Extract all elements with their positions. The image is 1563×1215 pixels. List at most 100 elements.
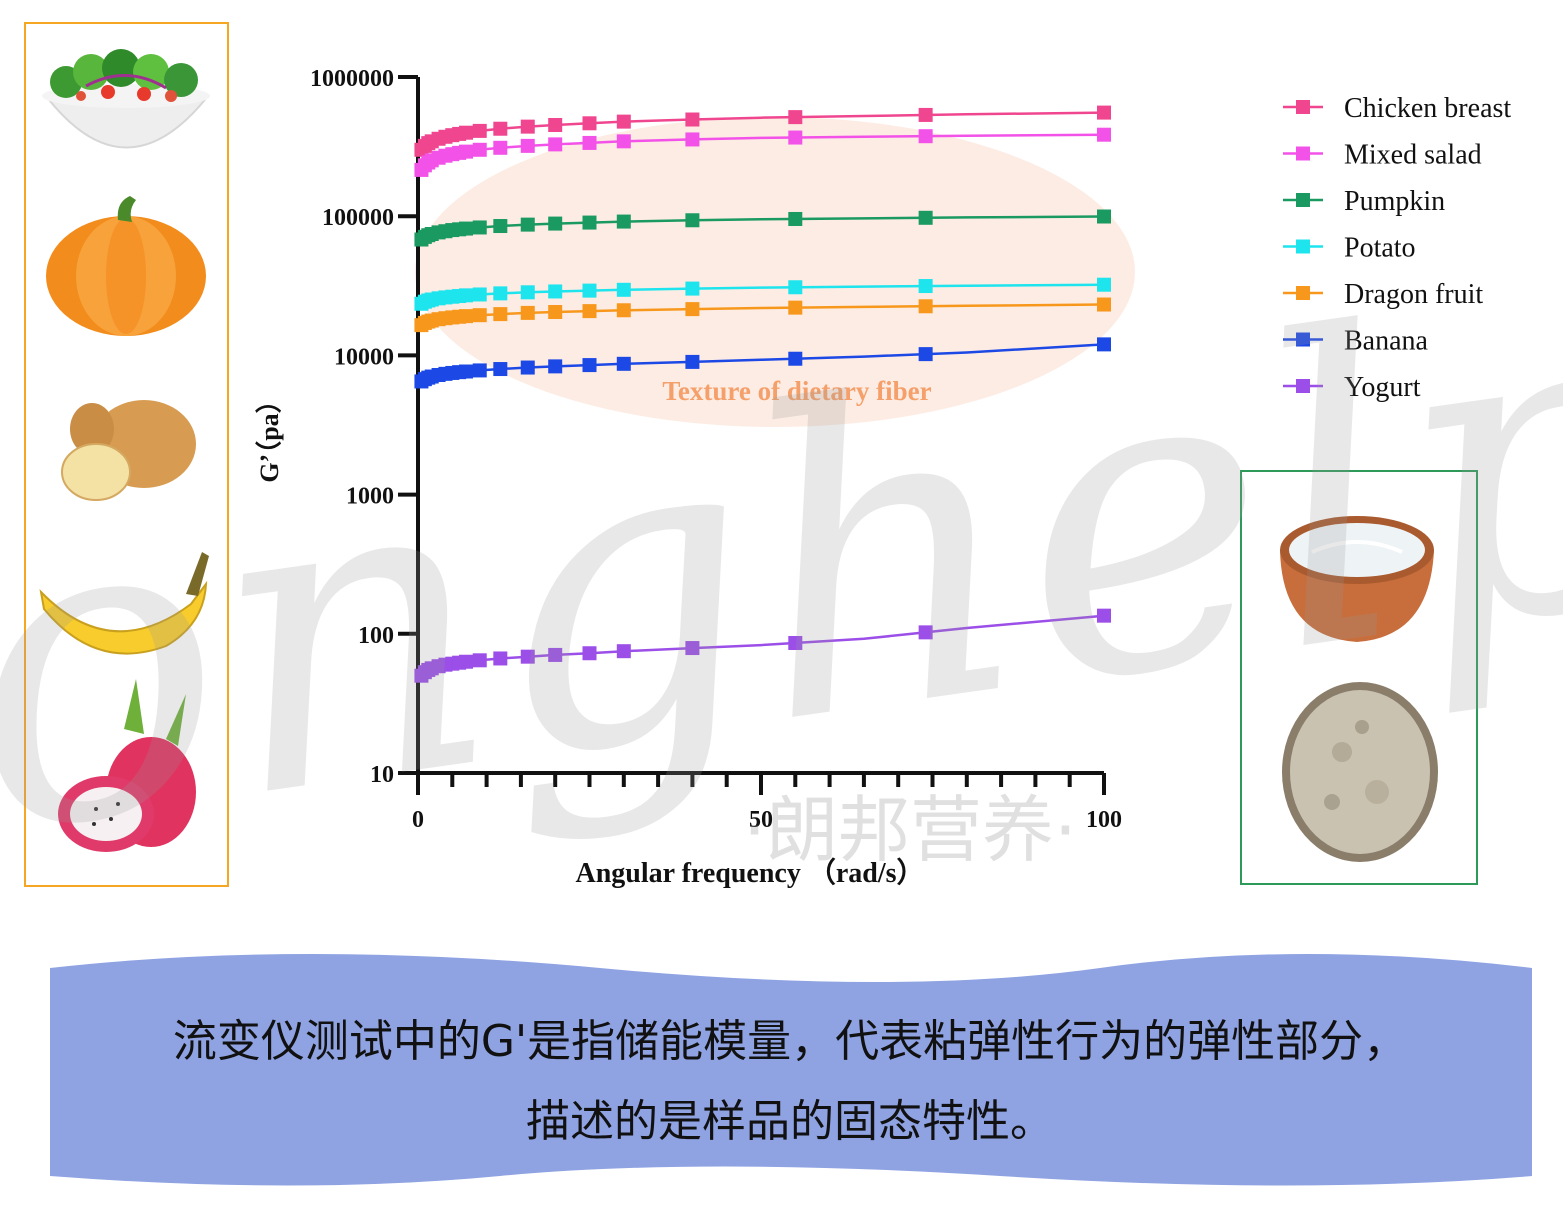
annotation-label: Texture of dietary fiber xyxy=(662,376,931,406)
food-images-panel xyxy=(24,22,229,887)
legend-label: Dragon fruit xyxy=(1344,279,1483,310)
x-axis-label: Angular frequency （rad/s） xyxy=(576,856,925,889)
data-point xyxy=(459,309,474,324)
banana-image xyxy=(39,552,209,655)
data-point xyxy=(548,359,563,374)
data-point xyxy=(520,119,535,134)
caption-band xyxy=(50,954,1532,1186)
legend-marker xyxy=(1296,193,1310,207)
data-point xyxy=(1097,105,1111,120)
y-tick-label: 100 xyxy=(358,623,394,649)
dragon-fruit-image xyxy=(58,679,196,852)
data-point xyxy=(685,281,700,296)
data-point xyxy=(472,123,487,138)
data-point xyxy=(788,211,803,226)
data-point xyxy=(918,107,933,122)
y-tick-label: 10000 xyxy=(334,344,394,370)
sample-illustrations xyxy=(1280,516,1438,862)
data-point xyxy=(493,362,508,377)
legend-label: Banana xyxy=(1344,326,1429,357)
series-potato xyxy=(414,277,1111,311)
data-point xyxy=(459,144,474,159)
food-illustrations xyxy=(39,49,211,852)
data-point xyxy=(520,360,535,375)
data-point xyxy=(582,304,597,319)
legend-label: Pumpkin xyxy=(1344,186,1445,217)
data-point xyxy=(788,130,803,145)
data-point xyxy=(472,220,487,235)
data-point xyxy=(520,285,535,300)
y-tick-label: 100000 xyxy=(322,205,394,231)
fiber-powder-image xyxy=(1282,682,1438,862)
data-point xyxy=(520,217,535,232)
sample-images-panel xyxy=(1240,470,1478,885)
data-point xyxy=(582,116,597,131)
x-tick-label: 100 xyxy=(1086,807,1122,833)
data-point xyxy=(788,635,803,650)
x-tick-label: 50 xyxy=(749,807,773,833)
series-pumpkin xyxy=(414,209,1111,247)
data-point xyxy=(788,300,803,315)
data-point xyxy=(788,351,803,366)
data-point xyxy=(788,280,803,295)
data-point xyxy=(459,288,474,303)
data-point xyxy=(1097,209,1111,224)
data-point xyxy=(472,308,487,323)
data-point xyxy=(616,356,631,371)
data-point xyxy=(685,354,700,369)
data-point xyxy=(1097,608,1111,623)
data-point xyxy=(472,653,487,668)
y-tick-label: 10 xyxy=(370,762,394,788)
data-point xyxy=(685,112,700,127)
y-tick-label: 1000000 xyxy=(310,66,394,92)
data-point xyxy=(459,125,474,140)
series-yogurt xyxy=(414,608,1111,683)
legend-marker xyxy=(1296,332,1310,347)
legend: Chicken breast Mixed salad Pumpkin Potato Dr… xyxy=(1283,93,1511,403)
legend-marker xyxy=(1296,146,1310,161)
data-point xyxy=(472,287,487,302)
data-point xyxy=(582,215,597,230)
caption-line-2: 描述的是样品的固态特性。 xyxy=(526,1096,1054,1147)
legend-label: Mixed salad xyxy=(1344,140,1482,171)
data-point xyxy=(493,286,508,301)
series-banana xyxy=(414,337,1111,389)
data-point xyxy=(520,649,535,664)
data-point xyxy=(493,219,508,234)
data-point xyxy=(548,284,563,299)
data-point xyxy=(685,213,700,228)
data-point xyxy=(459,364,474,379)
data-point xyxy=(582,646,597,661)
series-chicken-breast xyxy=(414,105,1111,157)
data-point xyxy=(1097,337,1111,352)
data-point xyxy=(493,307,508,322)
data-point xyxy=(493,651,508,666)
data-point xyxy=(459,654,474,669)
data-point xyxy=(548,118,563,133)
series-group xyxy=(414,105,1111,683)
data-point xyxy=(459,221,474,236)
data-point xyxy=(548,137,563,152)
legend-label: Chicken breast xyxy=(1344,93,1511,124)
dietary-fiber-region xyxy=(415,117,1135,427)
data-point xyxy=(685,132,700,147)
legend-marker xyxy=(1296,286,1310,300)
data-point xyxy=(918,129,933,144)
data-point xyxy=(520,138,535,153)
data-point xyxy=(616,114,631,129)
caption-line-1: 流变仪测试中的G'是指储能模量，代表粘弹性行为的弹性部分， xyxy=(172,1016,1408,1067)
x-tick-label: 0 xyxy=(412,807,424,833)
series-mixed-salad xyxy=(414,127,1111,177)
data-point xyxy=(616,644,631,659)
legend-label: Potato xyxy=(1344,233,1416,264)
data-point xyxy=(918,625,933,640)
data-point xyxy=(918,299,933,314)
data-point xyxy=(1097,297,1111,312)
data-point xyxy=(472,142,487,157)
data-point xyxy=(685,302,700,317)
pumpkin-image xyxy=(46,196,206,336)
data-point xyxy=(548,647,563,662)
data-point xyxy=(582,358,597,373)
legend-marker xyxy=(1296,379,1310,393)
chart-axes: 10 100 1000 10000 100000 1000000 0 50 100 xyxy=(310,66,1122,833)
